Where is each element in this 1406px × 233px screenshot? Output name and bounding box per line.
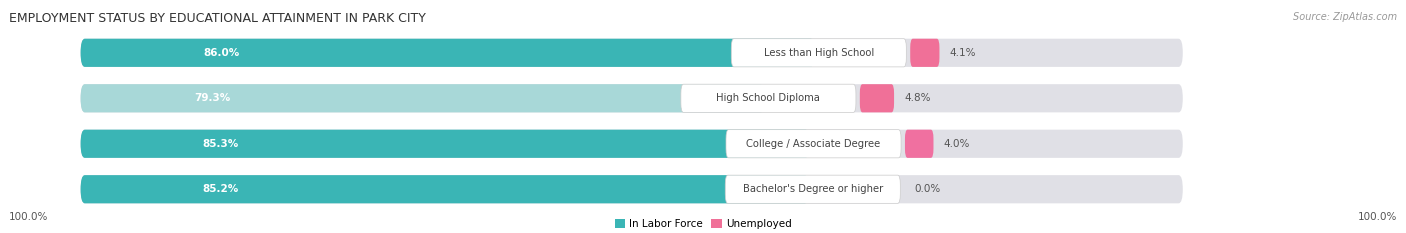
FancyBboxPatch shape xyxy=(80,84,765,112)
Text: 0.0%: 0.0% xyxy=(914,184,941,194)
Text: 100.0%: 100.0% xyxy=(10,212,49,222)
FancyBboxPatch shape xyxy=(80,39,815,67)
FancyBboxPatch shape xyxy=(681,84,856,112)
Text: College / Associate Degree: College / Associate Degree xyxy=(747,139,880,149)
Text: 4.8%: 4.8% xyxy=(904,93,931,103)
Text: Bachelor's Degree or higher: Bachelor's Degree or higher xyxy=(742,184,883,194)
FancyBboxPatch shape xyxy=(860,84,894,112)
Text: High School Diploma: High School Diploma xyxy=(717,93,820,103)
FancyBboxPatch shape xyxy=(725,130,901,158)
Text: 86.0%: 86.0% xyxy=(204,48,240,58)
FancyBboxPatch shape xyxy=(80,84,1182,112)
Text: 79.3%: 79.3% xyxy=(194,93,231,103)
Text: 85.3%: 85.3% xyxy=(202,139,239,149)
Legend: In Labor Force, Unemployed: In Labor Force, Unemployed xyxy=(610,215,796,233)
FancyBboxPatch shape xyxy=(80,130,1182,158)
FancyBboxPatch shape xyxy=(910,39,939,67)
FancyBboxPatch shape xyxy=(905,130,934,158)
FancyBboxPatch shape xyxy=(80,175,1182,203)
FancyBboxPatch shape xyxy=(80,175,808,203)
Text: 85.2%: 85.2% xyxy=(202,184,239,194)
FancyBboxPatch shape xyxy=(80,39,1182,67)
FancyBboxPatch shape xyxy=(731,39,907,67)
Text: 4.1%: 4.1% xyxy=(950,48,976,58)
Text: Source: ZipAtlas.com: Source: ZipAtlas.com xyxy=(1292,12,1396,22)
Text: 100.0%: 100.0% xyxy=(1357,212,1396,222)
FancyBboxPatch shape xyxy=(80,130,810,158)
Text: Less than High School: Less than High School xyxy=(763,48,875,58)
FancyBboxPatch shape xyxy=(725,175,900,203)
Text: 4.0%: 4.0% xyxy=(943,139,970,149)
Text: EMPLOYMENT STATUS BY EDUCATIONAL ATTAINMENT IN PARK CITY: EMPLOYMENT STATUS BY EDUCATIONAL ATTAINM… xyxy=(10,12,426,25)
